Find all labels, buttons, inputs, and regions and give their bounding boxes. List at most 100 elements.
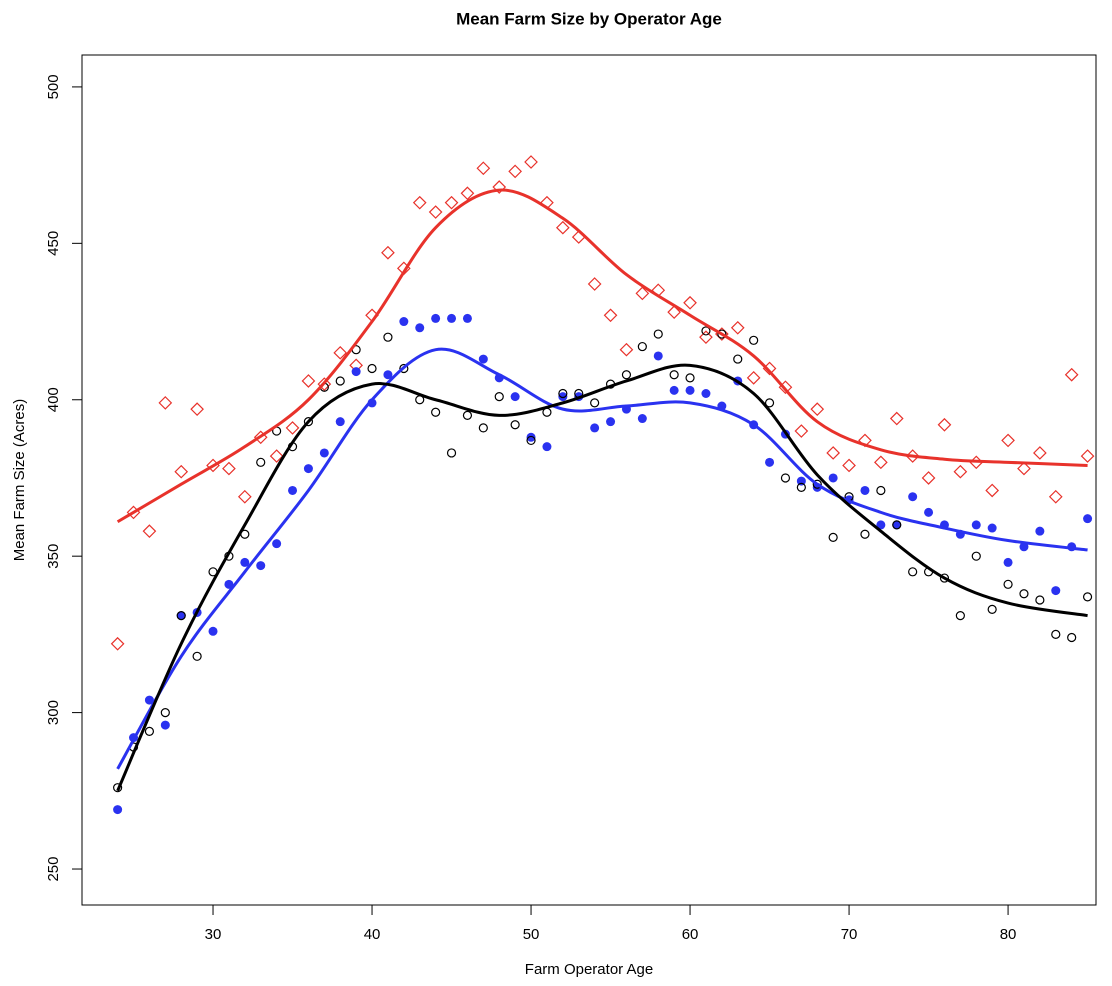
- point: [1051, 629, 1061, 639]
- point: [333, 345, 348, 360]
- point: [810, 402, 825, 416]
- point: [939, 573, 950, 583]
- point: [619, 342, 634, 357]
- x-tick-label: 70: [841, 926, 858, 943]
- point: [335, 417, 345, 427]
- point: [113, 805, 123, 815]
- point: [765, 457, 775, 467]
- point: [285, 421, 300, 435]
- point: [987, 604, 997, 614]
- point: [301, 374, 316, 388]
- point: [399, 317, 409, 327]
- smooth-line: [116, 347, 1088, 770]
- point: [555, 220, 570, 235]
- point: [478, 354, 488, 364]
- point: [921, 471, 936, 485]
- point: [699, 330, 713, 345]
- point: [587, 277, 602, 291]
- point: [876, 520, 886, 530]
- point: [685, 373, 695, 383]
- point: [256, 457, 266, 467]
- point: [1019, 589, 1029, 599]
- point: [1064, 367, 1079, 382]
- point: [669, 370, 679, 380]
- point: [985, 483, 1000, 498]
- point: [764, 398, 775, 408]
- point: [542, 442, 552, 452]
- point: [653, 351, 663, 361]
- y-tick-label: 400: [45, 387, 62, 412]
- point: [603, 308, 618, 323]
- point: [635, 286, 650, 301]
- point: [288, 485, 298, 495]
- point: [508, 164, 522, 179]
- x-tick-label: 30: [205, 926, 222, 943]
- point: [653, 329, 663, 339]
- plot-frame: [81, 54, 1097, 906]
- smooth-line: [116, 363, 1088, 792]
- point: [383, 332, 393, 342]
- point: [237, 489, 252, 504]
- point: [462, 410, 473, 420]
- point: [460, 186, 475, 201]
- point: [889, 411, 904, 426]
- point: [428, 205, 443, 219]
- point: [621, 370, 632, 380]
- point: [415, 323, 425, 333]
- y-tick-label: 300: [45, 700, 62, 725]
- point: [826, 446, 841, 460]
- point: [192, 651, 202, 661]
- point: [142, 524, 157, 538]
- point: [383, 370, 393, 380]
- point: [876, 485, 886, 496]
- point: [701, 326, 711, 336]
- point: [637, 341, 647, 352]
- point: [1017, 461, 1031, 476]
- point: [494, 392, 504, 402]
- point: [685, 385, 695, 395]
- point: [190, 402, 204, 416]
- point: [444, 195, 459, 210]
- point: [812, 479, 822, 489]
- point: [558, 388, 568, 399]
- point: [110, 636, 125, 651]
- point: [828, 473, 838, 483]
- point: [908, 492, 918, 502]
- point: [1083, 514, 1093, 524]
- point: [667, 305, 681, 320]
- x-tick-label: 40: [364, 926, 381, 943]
- point: [1035, 526, 1045, 536]
- point: [222, 461, 236, 476]
- point: [317, 377, 332, 391]
- point: [987, 523, 997, 533]
- point: [412, 195, 427, 210]
- x-tick-label: 60: [682, 926, 699, 943]
- point: [746, 371, 761, 385]
- point: [526, 435, 536, 446]
- point: [224, 579, 234, 589]
- chart-title: Mean Farm Size by Operator Age: [456, 9, 722, 28]
- point: [158, 396, 173, 410]
- point: [1033, 446, 1047, 460]
- point: [526, 432, 536, 442]
- point: [367, 363, 377, 374]
- y-tick-label: 250: [45, 857, 62, 882]
- point: [860, 485, 870, 495]
- point: [749, 335, 759, 345]
- y-tick-label: 450: [45, 231, 62, 256]
- point: [144, 726, 155, 736]
- point: [303, 417, 314, 427]
- point: [828, 532, 838, 543]
- point: [794, 424, 809, 438]
- x-axis-label: Farm Operator Age: [525, 961, 653, 978]
- point: [208, 626, 218, 636]
- point: [1001, 433, 1015, 448]
- point: [319, 448, 329, 458]
- point: [796, 482, 806, 492]
- y-axis-label: Mean Farm Size (Acres): [11, 399, 28, 562]
- y-tick-label: 350: [45, 544, 62, 569]
- point: [860, 529, 870, 539]
- point: [431, 407, 441, 417]
- point: [144, 695, 154, 705]
